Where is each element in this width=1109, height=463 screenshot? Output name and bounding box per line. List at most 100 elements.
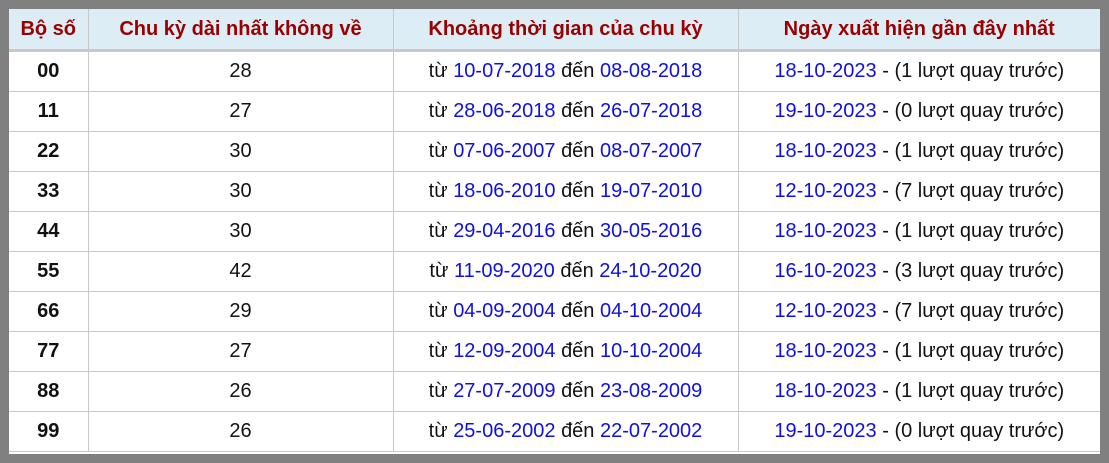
end-date: 04-10-2004 (600, 300, 703, 322)
cycle-cell: 42 (88, 251, 394, 292)
cycle-cell: 27 (88, 331, 394, 372)
period-cell: từ 04-09-2004 đến 04-10-2004 (393, 291, 739, 332)
last-date: 16-10-2023 (774, 260, 877, 282)
separator: - (876, 140, 895, 162)
header-cycle: Chu kỳ dài nhất không về (88, 9, 394, 52)
last-seen-cell: 18-10-2023 - (1 lượt quay trước) (738, 131, 1100, 172)
header-last-seen: Ngày xuất hiện gần đây nhất (738, 9, 1100, 52)
draws-ago: (0 lượt quay trước) (894, 420, 1065, 442)
table-row: 11 27 từ 28-06-2018 đến 26-07-2018 19-10-20… (9, 91, 1100, 132)
header-row: Bộ số Chu kỳ dài nhất không về Khoảng th… (9, 9, 1100, 52)
from-label: từ (428, 60, 448, 82)
separator: - (876, 220, 895, 242)
end-date: 24-10-2020 (599, 260, 702, 282)
table-row: 77 27 từ 12-09-2004 đến 10-10-2004 18-10-20… (9, 331, 1100, 372)
last-date: 18-10-2023 (774, 140, 877, 162)
from-label: từ (428, 380, 448, 402)
period-cell: từ 28-06-2018 đến 26-07-2018 (393, 91, 739, 132)
pair-cell: 77 (9, 331, 89, 372)
cycle-cell: 28 (88, 50, 394, 92)
last-date: 18-10-2023 (774, 220, 877, 242)
start-date: 11-09-2020 (453, 260, 555, 282)
draws-ago: (1 lượt quay trước) (894, 380, 1065, 402)
end-date: 08-07-2007 (600, 140, 703, 162)
header-period: Khoảng thời gian của chu kỳ (393, 9, 739, 52)
last-date: 19-10-2023 (774, 100, 877, 122)
start-date: 27-07-2009 (453, 380, 556, 402)
table-row: 33 30 từ 18-06-2010 đến 19-07-2010 12-10-20… (9, 171, 1100, 212)
cycle-table: Bộ số Chu kỳ dài nhất không về Khoảng th… (9, 9, 1100, 452)
end-date: 10-10-2004 (600, 340, 703, 362)
to-label: đến (560, 260, 594, 282)
start-date: 25-06-2002 (453, 420, 556, 442)
header-pair: Bộ số (9, 9, 89, 52)
cycle-cell: 29 (88, 291, 394, 332)
pair-cell: 00 (9, 50, 89, 92)
table-row: 88 26 từ 27-07-2009 đến 23-08-2009 18-10-20… (9, 371, 1100, 412)
last-seen-cell: 18-10-2023 - (1 lượt quay trước) (738, 331, 1100, 372)
end-date: 08-08-2018 (600, 60, 703, 82)
last-date: 19-10-2023 (774, 420, 877, 442)
to-label: đến (561, 60, 595, 82)
period-cell: từ 29-04-2016 đến 30-05-2016 (393, 211, 739, 252)
pair-cell: 66 (9, 291, 89, 332)
from-label: từ (428, 140, 448, 162)
from-label: từ (428, 340, 448, 362)
table-row: 99 26 từ 25-06-2002 đến 22-07-2002 19-10-20… (9, 411, 1100, 452)
table-row: 44 30 từ 29-04-2016 đến 30-05-2016 18-10-20… (9, 211, 1100, 252)
pair-cell: 88 (9, 371, 89, 412)
from-label: từ (429, 260, 449, 282)
from-label: từ (428, 100, 448, 122)
pair-cell: 11 (9, 91, 89, 132)
end-date: 22-07-2002 (600, 420, 703, 442)
last-seen-cell: 18-10-2023 - (1 lượt quay trước) (738, 50, 1100, 92)
draws-ago: (1 lượt quay trước) (894, 340, 1065, 362)
pair-cell: 33 (9, 171, 89, 212)
from-label: từ (428, 300, 448, 322)
period-cell: từ 12-09-2004 đến 10-10-2004 (393, 331, 739, 372)
start-date: 10-07-2018 (453, 60, 556, 82)
start-date: 18-06-2010 (453, 180, 556, 202)
last-seen-cell: 12-10-2023 - (7 lượt quay trước) (738, 171, 1100, 212)
from-label: từ (428, 220, 448, 242)
period-cell: từ 18-06-2010 đến 19-07-2010 (393, 171, 739, 212)
last-seen-cell: 18-10-2023 - (1 lượt quay trước) (738, 211, 1100, 252)
separator: - (876, 100, 895, 122)
table-row: 55 42 từ 11-09-2020 đến 24-10-2020 16-10-20… (9, 251, 1100, 292)
draws-ago: (7 lượt quay trước) (894, 180, 1065, 202)
pair-cell: 55 (9, 251, 89, 292)
separator: - (876, 260, 895, 282)
end-date: 19-07-2010 (600, 180, 703, 202)
pair-cell: 22 (9, 131, 89, 172)
last-date: 12-10-2023 (774, 300, 877, 322)
start-date: 07-06-2007 (453, 140, 556, 162)
pair-cell: 99 (9, 411, 89, 452)
to-label: đến (561, 100, 595, 122)
period-cell: từ 10-07-2018 đến 08-08-2018 (393, 50, 739, 92)
separator: - (876, 60, 895, 82)
separator: - (876, 300, 895, 322)
period-cell: từ 07-06-2007 đến 08-07-2007 (393, 131, 739, 172)
separator: - (876, 420, 895, 442)
period-cell: từ 11-09-2020 đến 24-10-2020 (393, 251, 739, 292)
pair-cell: 44 (9, 211, 89, 252)
cycle-cell: 27 (88, 91, 394, 132)
cycle-cell: 30 (88, 171, 394, 212)
to-label: đến (561, 420, 595, 442)
separator: - (876, 380, 895, 402)
to-label: đến (561, 180, 595, 202)
to-label: đến (561, 220, 595, 242)
start-date: 28-06-2018 (453, 100, 556, 122)
start-date: 12-09-2004 (453, 340, 556, 362)
draws-ago: (1 lượt quay trước) (894, 140, 1065, 162)
last-date: 18-10-2023 (774, 380, 877, 402)
from-label: từ (428, 420, 448, 442)
table-row: 00 28 từ 10-07-2018 đến 08-08-2018 18-10-20… (9, 50, 1100, 92)
to-label: đến (561, 140, 595, 162)
last-seen-cell: 19-10-2023 - (0 lượt quay trước) (738, 411, 1100, 452)
separator: - (876, 180, 895, 202)
end-date: 26-07-2018 (600, 100, 703, 122)
cycle-cell: 26 (88, 411, 394, 452)
draws-ago: (1 lượt quay trước) (894, 220, 1065, 242)
start-date: 04-09-2004 (453, 300, 556, 322)
